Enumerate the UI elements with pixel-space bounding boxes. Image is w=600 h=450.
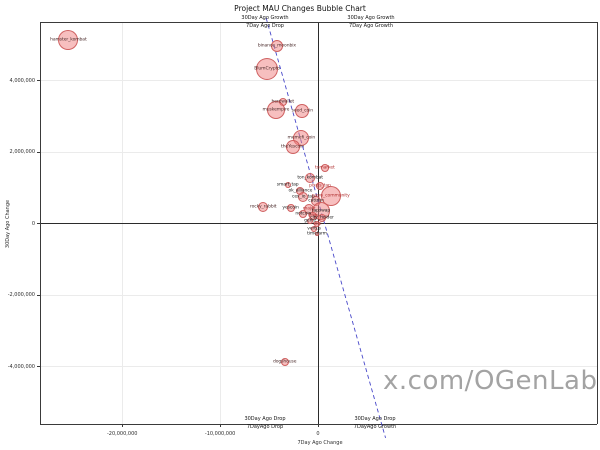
- quadrant-label-bottom-right: 30Day Ago Drop 7DayAgo Growth: [354, 416, 396, 431]
- bubble-label: rocky_rabbit: [249, 204, 277, 210]
- h-gridline: [40, 151, 597, 153]
- bubble-label: ton_kombat: [297, 175, 323, 181]
- bubble-label: city_holder: [310, 215, 334, 221]
- bubble-notcoin: [299, 209, 308, 218]
- bubble-hamster_kombat: [58, 29, 79, 50]
- x-tick: [317, 424, 319, 427]
- bubble-muskempire: [266, 100, 285, 119]
- bubble-label: paws_community: [311, 193, 350, 199]
- y-tick-label: 2,000,000: [9, 149, 35, 156]
- bubble-label: pixels_tap: [309, 183, 331, 189]
- bubble-label: herewallet: [271, 99, 295, 105]
- bubble-label: major: [302, 206, 316, 212]
- quadrant-label-top-left: 30Day Ago Growth 7Day Ago Drop: [241, 15, 288, 30]
- bubble-label: dogs: [307, 213, 319, 219]
- quadrant-line: 7Day Ago Growth: [349, 22, 393, 29]
- bubble-label: binance_moonbix: [257, 43, 296, 49]
- bubble-vertus: [311, 225, 318, 232]
- bubble-label: yescoin: [282, 205, 299, 211]
- x-tick: [121, 424, 123, 427]
- bubble-theYescoin: [285, 140, 300, 155]
- bubble-label: BlumCrypto: [254, 66, 280, 72]
- y-tick-label: 4,000,000: [9, 77, 35, 84]
- h-gridline: [40, 294, 597, 296]
- v-gridline: [219, 22, 221, 424]
- x-tick: [219, 424, 221, 427]
- bubble-ton_kombat: [305, 172, 316, 183]
- bubble-BlumCrypto: [256, 57, 279, 80]
- bubble-label: cex_io_tap: [291, 194, 315, 200]
- bubble-pixels_tap: [315, 182, 324, 191]
- watermark-text: x.com/OGenLab: [383, 366, 598, 396]
- h-gridline: [40, 80, 597, 82]
- bubble-label: smart_tap: [276, 182, 299, 188]
- bubble-label: memefi_coin: [287, 135, 316, 141]
- bubble-cats: [314, 220, 321, 227]
- bubble-timefarm: [315, 231, 320, 236]
- quadrant-line: 30Day Ago Drop: [354, 416, 396, 422]
- bubble-dogs: [309, 212, 318, 221]
- bubble-yescoin: [286, 203, 295, 212]
- bubble-label: tomarket: [315, 165, 335, 171]
- trend-line: [265, 17, 386, 439]
- y-tick-label: 0: [31, 220, 35, 227]
- bubble-dogshouse: [280, 357, 289, 366]
- bubble-label: cats: [312, 221, 322, 227]
- bubble-gemz: [307, 218, 314, 225]
- bubble-seed_coin: [295, 103, 310, 118]
- y-tick: [37, 223, 40, 225]
- bottom-spine: [40, 424, 597, 425]
- v-gridline: [121, 22, 123, 424]
- bubble-tomarket: [320, 163, 329, 172]
- quadrant-line: 30Day Ago Growth: [241, 15, 289, 21]
- bubble-label: ok_alliance: [288, 188, 313, 194]
- x-axis-title: 7Day Ago Change: [297, 440, 343, 446]
- y-tick: [37, 80, 40, 82]
- x-tick-label: 0: [316, 431, 320, 437]
- bubble-label: hamster_kombat: [50, 37, 87, 43]
- top-spine: [40, 22, 597, 23]
- y-tick: [37, 151, 40, 153]
- bubble-smart_tap: [284, 181, 291, 188]
- bubble-binance_moonbix: [270, 39, 283, 52]
- bubble-label: vertus: [307, 226, 321, 232]
- y-tick-label: -2,000,000: [7, 292, 35, 299]
- quadrant-label-bottom-left: 30Day Ago Drop 7DayAgo Drop: [244, 416, 285, 431]
- bubble-cex_io_tap: [298, 191, 309, 202]
- y-tick: [37, 366, 40, 368]
- right-spine: [597, 22, 598, 424]
- bubble-label: seed_coin: [291, 108, 314, 114]
- bubble-label: timefarm: [307, 231, 327, 237]
- quadrant-label-top-right: 30Day Ago Growth 7Day Ago Growth: [347, 15, 394, 30]
- quadrant-line: 30Day Ago Drop: [244, 416, 286, 422]
- bubble-city_holder: [317, 213, 326, 222]
- quadrant-line: 30Day Ago Growth: [347, 15, 395, 21]
- y-tick: [37, 294, 40, 296]
- bubble-label: theYescoin: [281, 144, 305, 150]
- bubble-label: notcoin: [295, 211, 312, 217]
- left-spine: [40, 22, 41, 424]
- x-tick-label: -20,000,000: [107, 431, 138, 437]
- quadrant-line: 7DayAgo Drop: [246, 423, 284, 430]
- h-gridline: [40, 366, 597, 368]
- bubble-label: muskempire: [262, 107, 290, 113]
- bubble-label: gemz: [304, 218, 317, 224]
- y-tick-label: -4,000,000: [7, 363, 35, 370]
- bubble-label: tapswap: [311, 208, 331, 214]
- chart-title: Project MAU Changes Bubble Chart: [234, 4, 366, 13]
- x-tick-label: -10,000,000: [204, 431, 236, 437]
- quadrant-line: 7DayAgo Growth: [353, 423, 397, 430]
- bubble-label: dogshouse: [272, 359, 297, 365]
- bubble-label: catizen: [308, 198, 324, 204]
- bubble-paws_community: [320, 186, 341, 207]
- quadrant-line: 7Day Ago Drop: [246, 22, 284, 29]
- bubble-rocky_rabbit: [258, 201, 269, 212]
